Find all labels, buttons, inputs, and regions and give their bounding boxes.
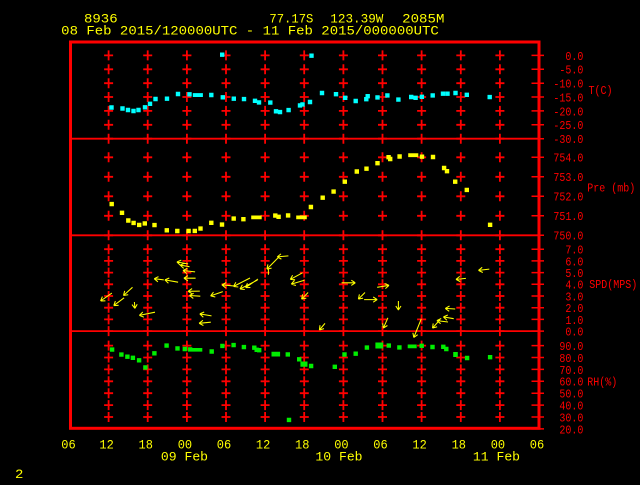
svg-text:-25.0: -25.0 <box>553 119 583 133</box>
svg-text:00: 00 <box>178 437 192 452</box>
svg-text:8936: 8936 <box>84 11 118 26</box>
svg-text:60.0: 60.0 <box>559 376 583 390</box>
svg-text:18: 18 <box>295 437 309 452</box>
svg-text:70.0: 70.0 <box>559 364 583 378</box>
svg-text:50.0: 50.0 <box>559 388 583 402</box>
svg-text:06: 06 <box>530 437 544 452</box>
svg-text:123.39W: 123.39W <box>330 11 383 26</box>
svg-text:80.0: 80.0 <box>559 352 583 366</box>
svg-text:40.0: 40.0 <box>559 400 583 414</box>
svg-text:753.0: 753.0 <box>553 171 583 185</box>
svg-text:0.0: 0.0 <box>565 50 583 64</box>
svg-text:0.0: 0.0 <box>565 326 583 340</box>
svg-text:T(C): T(C) <box>589 84 613 98</box>
svg-text:-20.0: -20.0 <box>553 105 583 119</box>
svg-text:20.0: 20.0 <box>559 423 583 437</box>
svg-text:18: 18 <box>452 437 466 452</box>
svg-text:-30.0: -30.0 <box>553 133 583 147</box>
svg-text:SPD(MPS): SPD(MPS) <box>589 278 637 292</box>
svg-text:751.0: 751.0 <box>553 210 583 224</box>
svg-text:3.0: 3.0 <box>565 290 583 304</box>
svg-text:77.17S: 77.17S <box>269 11 313 26</box>
svg-text:00: 00 <box>491 437 505 452</box>
svg-text:90.0: 90.0 <box>559 340 583 354</box>
svg-text:5.0: 5.0 <box>565 267 583 281</box>
svg-text:09 Feb: 09 Feb <box>161 449 208 464</box>
svg-text:12: 12 <box>412 437 426 452</box>
svg-text:12: 12 <box>99 437 113 452</box>
svg-text:2085M: 2085M <box>402 11 444 26</box>
svg-text:-5.0: -5.0 <box>559 64 583 78</box>
svg-text:6.0: 6.0 <box>565 255 583 269</box>
svg-text:4.0: 4.0 <box>565 279 583 293</box>
svg-text:750.0: 750.0 <box>553 230 583 244</box>
svg-text:06: 06 <box>217 437 231 452</box>
svg-text:12: 12 <box>256 437 270 452</box>
svg-text:-10.0: -10.0 <box>553 78 583 92</box>
svg-text:06: 06 <box>61 437 75 452</box>
svg-text:752.0: 752.0 <box>553 191 583 205</box>
svg-text:10 Feb: 10 Feb <box>315 449 362 464</box>
svg-text:08 Feb 2015/120000UTC - 11 Feb: 08 Feb 2015/120000UTC - 11 Feb 2015/0000… <box>61 24 439 39</box>
svg-text:00: 00 <box>334 437 348 452</box>
svg-text:2.0: 2.0 <box>565 302 583 316</box>
svg-text:7.0: 7.0 <box>565 244 583 258</box>
svg-text:06: 06 <box>373 437 387 452</box>
svg-text:754.0: 754.0 <box>553 152 583 166</box>
svg-text:RH(%): RH(%) <box>587 375 617 389</box>
svg-text:1.0: 1.0 <box>565 314 583 328</box>
svg-text:Pre (mb): Pre (mb) <box>587 181 635 195</box>
svg-text:30.0: 30.0 <box>559 411 583 425</box>
svg-text:11 Feb: 11 Feb <box>473 449 520 464</box>
svg-text:18: 18 <box>139 437 153 452</box>
svg-text:2: 2 <box>15 467 23 480</box>
svg-text:-15.0: -15.0 <box>553 91 583 105</box>
